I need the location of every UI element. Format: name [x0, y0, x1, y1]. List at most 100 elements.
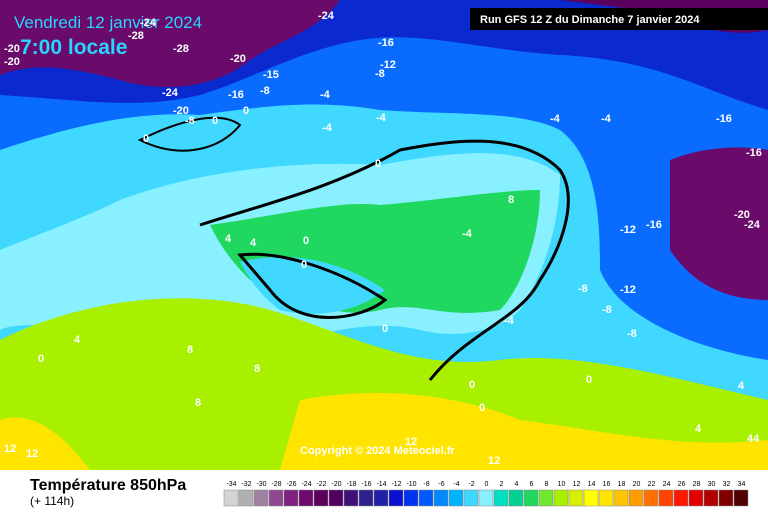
legend-swatch — [253, 489, 269, 507]
contour-label: -20 — [173, 105, 189, 117]
legend-tick-label: -30 — [256, 481, 266, 488]
contour-label: -20 — [4, 56, 20, 68]
legend-tick-label: -28 — [271, 481, 281, 488]
legend-swatch — [448, 489, 464, 507]
legend-swatch — [703, 489, 719, 507]
contour-label: 12 — [4, 443, 16, 455]
contour-label: 4 — [250, 237, 257, 249]
contour-label: -8 — [627, 328, 637, 340]
legend-tick-label: -26 — [286, 481, 296, 488]
legend-tick-label: 16 — [603, 481, 611, 488]
footer-lead: (+ 114h) — [30, 494, 74, 508]
footer-title: Température 850hPa — [30, 477, 186, 494]
legend-tick-label: -16 — [361, 481, 371, 488]
legend-swatch — [373, 489, 389, 507]
contour-label: -4 — [376, 112, 387, 124]
legend-swatch — [613, 489, 629, 507]
zero-isotherm — [137, 116, 242, 152]
legend-tick-label: -8 — [423, 481, 429, 488]
legend-swatch — [643, 489, 659, 507]
legend-swatch — [688, 489, 704, 507]
contour-label: 0 — [479, 402, 485, 414]
contour-label: -28 — [173, 43, 189, 55]
cool-pocket — [240, 257, 385, 314]
legend-swatch — [388, 489, 404, 507]
color-legend: -34 -32 -30 -28 -26 -24 -22 -20 -18 -16 -14 -12 -10-… — [223, 481, 749, 507]
map-labels: -24-24-20-20-28-28-20-16-12-8-15-24-20-1… — [4, 10, 762, 467]
legend-tick-label: 14 — [588, 481, 596, 488]
legend-swatch — [298, 489, 314, 507]
contour-label: -28 — [128, 30, 144, 42]
legend-swatch — [403, 489, 419, 507]
legend-tick-label: 24 — [663, 481, 671, 488]
legend-tick-label: 28 — [693, 481, 701, 488]
legend-tick-label: 0 — [485, 481, 489, 488]
legend-tick-label: 32 — [723, 481, 731, 488]
contour-label: -4 — [322, 122, 333, 134]
legend-swatch — [553, 489, 569, 507]
legend-swatch — [508, 489, 524, 507]
legend-tick-label: 20 — [633, 481, 641, 488]
legend-swatch — [583, 489, 599, 507]
contour-label: 0 — [382, 323, 388, 335]
contour-label: 8 — [195, 397, 201, 409]
legend-tick-label: -32 — [241, 481, 251, 488]
legend-tick-label: 2 — [500, 481, 504, 488]
legend-swatch — [358, 489, 374, 507]
legend-swatch — [673, 489, 689, 507]
contour-label: -24 — [318, 10, 335, 22]
legend-tick-label: -4 — [453, 481, 459, 488]
very-cold-zone — [0, 0, 340, 88]
contour-label: 8 — [508, 194, 514, 206]
legend-tick-label: 18 — [618, 481, 626, 488]
contour-label: 4 — [74, 334, 81, 346]
legend-tick-label: 30 — [708, 481, 716, 488]
legend-tick-label: -2 — [468, 481, 474, 488]
legend-tick-label: 22 — [648, 481, 656, 488]
legend-tick-label: -24 — [301, 481, 311, 488]
contour-label: -4 — [462, 228, 473, 240]
legend-tick-label: -14 — [376, 481, 386, 488]
legend-tick-label: 12 — [573, 481, 581, 488]
legend-tick-label: 34 — [738, 481, 746, 488]
copyright: Copyright © 2024 Meteociel.fr — [300, 445, 456, 457]
contour-label: -16 — [228, 89, 244, 101]
contour-label: 0 — [143, 133, 149, 145]
contour-label: -8 — [260, 85, 270, 97]
run-info: Run GFS 12 Z du Dimanche 7 janvier 2024 — [480, 14, 700, 26]
contour-label: 4 — [695, 423, 702, 435]
legend-swatch — [493, 489, 509, 507]
contour-label: -15 — [263, 69, 279, 81]
legend-swatch — [328, 489, 344, 507]
legend-tick-label: -6 — [438, 481, 444, 488]
legend-swatch — [283, 489, 299, 507]
contour-label: 4 — [225, 233, 232, 245]
legend-tick-label: 8 — [545, 481, 549, 488]
legend-tick-label: 6 — [530, 481, 534, 488]
legend-swatch — [418, 489, 434, 507]
contour-label: -4 — [601, 113, 612, 125]
contour-label: 0 — [469, 379, 475, 391]
legend-tick-label: -20 — [331, 481, 341, 488]
contour-label: -8 — [602, 304, 612, 316]
run-box — [470, 8, 768, 30]
contour-label: -8 — [578, 283, 588, 295]
legend-swatch — [568, 489, 584, 507]
contour-label: -20 — [4, 43, 20, 55]
contour-label: -20 — [230, 53, 246, 65]
legend-swatch — [343, 489, 359, 507]
contour-label: 0 — [301, 259, 307, 271]
contour-label: 8 — [254, 363, 260, 375]
contour-label: 0 — [212, 115, 218, 127]
contour-label: 44 — [747, 433, 760, 445]
hot-zone — [280, 392, 768, 470]
contour-label: 8 — [187, 344, 193, 356]
legend-tick-label: 10 — [558, 481, 566, 488]
legend-swatch — [313, 489, 329, 507]
contour-label: -8 — [375, 68, 385, 80]
legend-swatch — [538, 489, 554, 507]
legend-swatch — [478, 489, 494, 507]
legend-tick-label: -12 — [391, 481, 401, 488]
contour-label: -4 — [504, 315, 515, 327]
